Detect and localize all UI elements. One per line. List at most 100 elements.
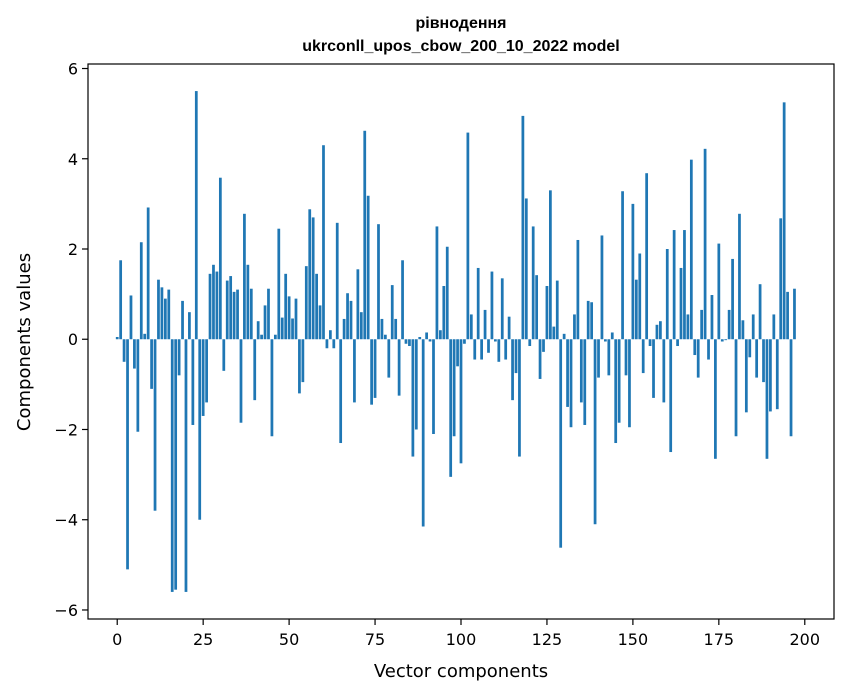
x-axis-label: Vector components <box>374 661 548 682</box>
x-axis-ticks: 0 25 50 75 100 125 150 175 200 <box>112 619 820 649</box>
bar-150 <box>631 203 635 340</box>
bar-13 <box>160 287 164 340</box>
bar-66 <box>342 318 346 340</box>
bar-20 <box>184 339 188 592</box>
bar-118 <box>521 115 525 340</box>
bar-186 <box>755 339 759 378</box>
bar-119 <box>524 198 528 340</box>
bar-144 <box>610 332 614 340</box>
bar-95 <box>442 286 446 340</box>
bar-161 <box>669 339 673 453</box>
bar-70 <box>356 269 360 340</box>
x-tick-label: 0 <box>112 630 122 649</box>
bar-35 <box>236 289 239 340</box>
bar-58 <box>315 273 318 340</box>
bar-51 <box>291 318 294 340</box>
bar-89 <box>421 339 425 527</box>
bar-134 <box>576 239 580 340</box>
bar-23 <box>194 91 198 340</box>
bar-162 <box>672 230 676 340</box>
bar-155 <box>648 339 652 347</box>
bar-125 <box>545 286 549 340</box>
bar-103 <box>469 314 473 340</box>
bar-169 <box>696 339 700 378</box>
bar-28 <box>212 264 215 340</box>
bar-154 <box>645 173 649 340</box>
bar-159 <box>662 339 666 403</box>
bar-25 <box>201 339 205 416</box>
bar-44 <box>267 288 270 340</box>
bar-171 <box>703 148 707 340</box>
bar-10 <box>150 339 153 389</box>
bar-3 <box>126 339 129 570</box>
bar-16 <box>170 339 174 592</box>
bar-73 <box>366 195 370 340</box>
bar-131 <box>566 339 569 407</box>
x-tick-label: 50 <box>279 630 299 649</box>
bar-54 <box>301 339 305 383</box>
bar-181 <box>738 213 741 340</box>
bar-190 <box>769 339 772 412</box>
bar-104 <box>473 339 477 360</box>
bar-17 <box>174 339 178 590</box>
bar-133 <box>573 314 576 340</box>
bar-63 <box>332 339 336 349</box>
bar-79 <box>387 339 391 378</box>
bar-32 <box>225 280 229 340</box>
y-tick-label: 2 <box>68 240 78 259</box>
bar-92 <box>432 339 435 434</box>
bar-110 <box>494 339 497 342</box>
bar-168 <box>693 339 697 356</box>
bar-111 <box>497 339 501 362</box>
bar-182 <box>741 320 745 340</box>
bar-46 <box>273 334 277 340</box>
bar-52 <box>294 298 298 340</box>
x-tick-label: 125 <box>532 630 563 649</box>
bar-93 <box>435 226 439 340</box>
bar-112 <box>500 278 504 340</box>
bar-189 <box>765 339 769 459</box>
bar-143 <box>607 339 611 376</box>
bar-19 <box>181 300 184 340</box>
bar-64 <box>335 222 339 340</box>
bar-59 <box>318 305 322 340</box>
bar-147 <box>621 191 624 340</box>
bar-139 <box>593 339 597 525</box>
bar-37 <box>243 213 246 340</box>
y-tick-label: 0 <box>68 330 78 349</box>
bar-53 <box>298 339 301 394</box>
bar-43 <box>263 305 267 340</box>
bar-179 <box>731 258 734 340</box>
bar-31 <box>222 339 226 371</box>
bar-41 <box>256 321 260 340</box>
bar-11 <box>153 339 157 511</box>
bar-115 <box>511 339 514 401</box>
bar-0 <box>115 336 119 340</box>
y-tick-label: −2 <box>54 420 78 439</box>
bar-4 <box>129 295 133 340</box>
bar-146 <box>617 339 621 423</box>
bar-101 <box>463 339 466 344</box>
bar-55 <box>304 266 308 340</box>
bar-130 <box>562 333 566 340</box>
bar-1 <box>119 260 123 340</box>
bar-102 <box>466 132 470 340</box>
bar-75 <box>373 339 377 398</box>
y-tick-label: −6 <box>54 601 78 620</box>
bar-193 <box>779 218 783 340</box>
bar-97 <box>449 339 453 477</box>
bar-22 <box>191 339 195 425</box>
bar-123 <box>538 339 542 379</box>
plot-frame <box>87 63 835 620</box>
bar-197 <box>793 288 796 340</box>
bar-82 <box>397 339 401 396</box>
bar-5 <box>133 339 136 369</box>
bar-149 <box>628 339 631 428</box>
bar-76 <box>377 224 380 340</box>
bar-6 <box>136 339 140 432</box>
bar-140 <box>597 339 600 378</box>
chart-title-line-2: ukrconll_upos_cbow_200_10_2022 model <box>302 38 619 55</box>
bar-157 <box>655 324 659 340</box>
bar-83 <box>401 260 404 340</box>
bar-178 <box>727 309 731 340</box>
